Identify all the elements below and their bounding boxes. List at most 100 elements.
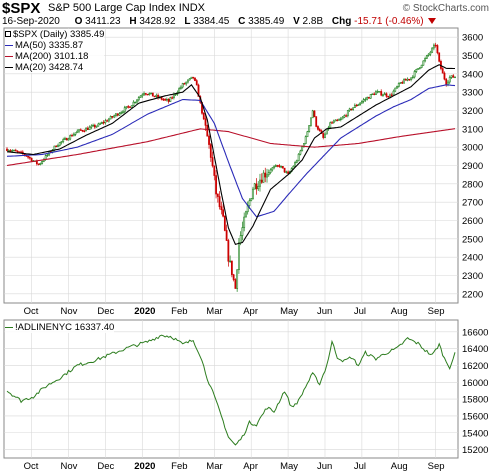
candle-body	[445, 78, 448, 86]
candle-body	[164, 99, 167, 101]
candle-body	[452, 75, 455, 78]
candle-body	[318, 129, 321, 132]
candle-body	[281, 166, 284, 169]
candle-body	[28, 156, 31, 159]
candle-body	[6, 148, 8, 151]
candle-body	[329, 122, 332, 128]
candle-body	[392, 90, 395, 96]
open-value: 3411.23	[85, 16, 121, 27]
candle-body	[173, 93, 175, 99]
candle-body	[129, 106, 131, 108]
candle-body	[376, 91, 379, 93]
candle-body	[267, 172, 270, 176]
adline-x-tick-label: 2020	[134, 461, 155, 472]
adline-frame	[3, 319, 459, 459]
candle-body	[338, 119, 340, 121]
candle-body	[343, 115, 346, 118]
candle-body	[16, 150, 19, 153]
candle-body	[317, 126, 319, 130]
price-y-tick-label: 3100	[462, 124, 483, 135]
adline-x-tick-label: Apr	[243, 461, 258, 472]
candle-body	[259, 179, 261, 187]
candle-body	[144, 93, 147, 95]
candle-body	[20, 151, 22, 153]
candle-body	[285, 171, 288, 173]
candle-body	[454, 76, 456, 79]
price-y-tick-label: 2800	[462, 179, 483, 190]
candle-body	[448, 77, 451, 83]
candle-body	[301, 146, 304, 152]
candle-body	[271, 167, 274, 171]
legend-ma50-row: MA(50) 3335.87	[5, 40, 104, 51]
candle-body	[153, 95, 156, 98]
candle-body	[257, 185, 260, 190]
quote-row: 16-Sep-2020 O 3411.23 H 3428.92 L 3384.4…	[2, 16, 437, 27]
ma50-line	[6, 84, 456, 218]
candle-body	[408, 78, 411, 81]
candle-body	[418, 67, 421, 69]
price-x-tick-label: Jun	[317, 306, 332, 317]
candle-body	[308, 125, 311, 132]
candle-body	[255, 183, 258, 190]
candle-body	[209, 144, 212, 158]
candle-body	[46, 154, 49, 157]
adline-x-tick-label: Sep	[428, 461, 445, 472]
candle-body	[37, 163, 40, 165]
candle-body	[368, 97, 370, 99]
candle-body	[58, 142, 61, 146]
candle-body	[422, 60, 425, 66]
candle-body	[141, 94, 144, 97]
price-y-tick-label: 3600	[462, 33, 483, 44]
candle-body	[352, 107, 355, 111]
candle-body	[148, 93, 151, 95]
legend-ma20-row: MA(20) 3428.74	[5, 62, 104, 73]
change-value: -15.71 (-0.46%)	[354, 16, 424, 27]
candle-body	[245, 211, 247, 218]
high-label: H	[129, 16, 137, 27]
candle-body	[95, 125, 98, 128]
candle-body	[411, 76, 414, 79]
candle-body	[346, 110, 349, 117]
ma200-line	[6, 128, 456, 167]
candle-body	[429, 51, 432, 55]
candle-body	[65, 137, 68, 141]
candle-body	[410, 77, 412, 80]
adline-x-tick-label: May	[280, 461, 298, 472]
candle-body	[357, 104, 360, 106]
candle-body	[7, 150, 10, 152]
candle-body	[204, 118, 207, 126]
candle-body	[111, 116, 114, 118]
candle-body	[425, 55, 428, 59]
candle-body	[353, 104, 356, 108]
candle-body	[60, 141, 63, 143]
candle-body	[396, 86, 398, 89]
candle-body	[185, 81, 188, 85]
candle-body	[294, 161, 297, 167]
candle-body	[181, 83, 184, 88]
adline-x-tick-label: Oct	[24, 461, 39, 472]
candle-body	[183, 83, 186, 85]
candle-body	[341, 116, 344, 120]
low-label: L	[184, 16, 191, 27]
candle-body	[162, 98, 165, 101]
candle-body	[14, 149, 17, 152]
candle-body	[390, 94, 393, 96]
candle-body	[225, 230, 228, 241]
candle-body	[415, 69, 418, 72]
candle-body	[234, 279, 237, 289]
down-triangle-icon	[428, 18, 437, 25]
price-x-tick-label: May	[280, 306, 298, 317]
candle-body	[155, 94, 158, 97]
candle-body	[27, 156, 29, 158]
candle-body	[216, 193, 219, 197]
candle-body	[252, 188, 254, 199]
candle-body	[113, 115, 116, 118]
high-value: 3428.92	[139, 16, 176, 27]
open-label: O	[74, 16, 83, 27]
candle-body	[306, 131, 309, 138]
candle-body	[375, 91, 377, 95]
candle-body	[93, 124, 96, 128]
candle-body	[262, 172, 265, 183]
candle-body	[260, 179, 263, 183]
